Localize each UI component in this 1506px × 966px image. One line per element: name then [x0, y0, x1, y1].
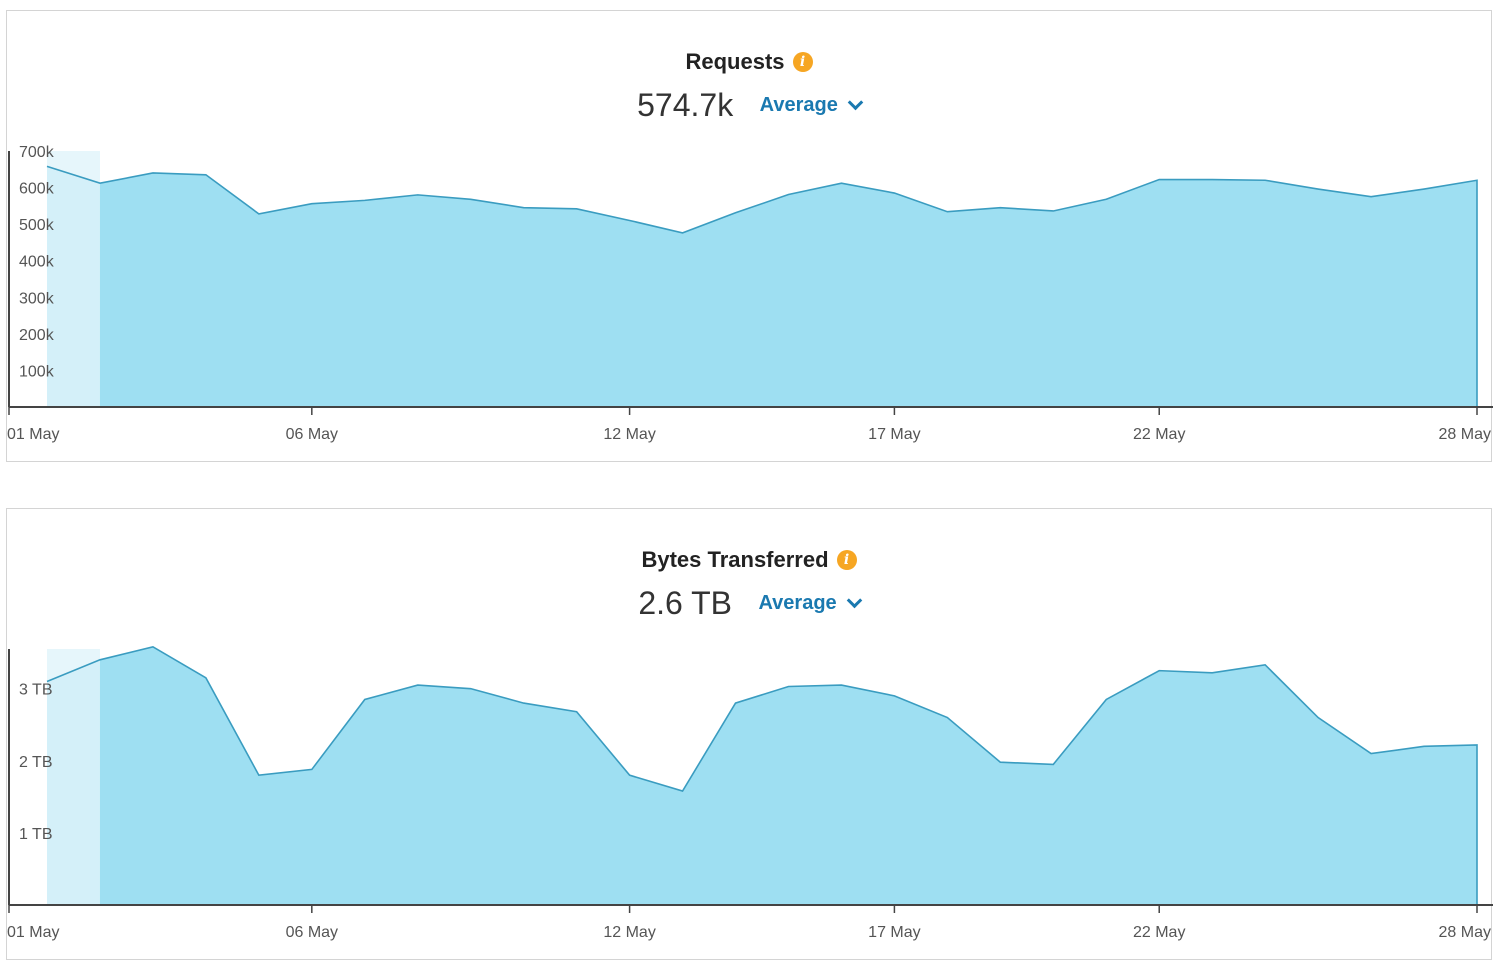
- bytes-value-row: 2.6 TB Average: [7, 585, 1491, 622]
- requests-value-row: 574.7k Average: [7, 87, 1491, 124]
- y-tick-label: 700k: [19, 144, 55, 161]
- y-tick-label: 500k: [19, 217, 55, 234]
- aggregation-dropdown[interactable]: Average: [758, 592, 862, 615]
- requests-metric-value: 574.7k: [637, 87, 734, 123]
- y-tick-label: 2 TB: [19, 754, 53, 771]
- series-area: [47, 646, 1477, 905]
- x-tick-label: 22 May: [1133, 426, 1185, 443]
- x-tick-label: 17 May: [868, 426, 920, 443]
- info-icon[interactable]: i: [836, 550, 857, 570]
- x-tick-label: 28 May: [1439, 924, 1491, 941]
- x-tick-label: 06 May: [286, 426, 338, 443]
- series-area: [47, 166, 1477, 407]
- x-tick-label: 28 May: [1439, 426, 1491, 443]
- bytes-title-row: Bytes Transferred i: [7, 547, 1491, 573]
- highlight-band-overlay: [47, 151, 100, 407]
- bytes-panel: Bytes Transferred i 2.6 TB Average 1 TB 2 …: [6, 508, 1493, 960]
- aggregation-label: Average: [759, 94, 838, 116]
- requests-panel: Requests i 574.7k Average 100k 200k 300k 400…: [6, 10, 1493, 462]
- requests-chart: 100k 200k 300k 400k 500k 600k 700k 01 May 06 May…: [7, 144, 1493, 443]
- highlight-band-overlay: [47, 649, 100, 905]
- x-tick-label: 06 May: [286, 924, 338, 941]
- x-tick-label: 12 May: [603, 426, 655, 443]
- requests-title: Requests: [685, 49, 785, 74]
- y-tick-label: 200k: [19, 327, 55, 344]
- y-tick-label: 3 TB: [19, 682, 53, 699]
- bytes-metric-value: 2.6 TB: [638, 585, 733, 621]
- y-tick-label: 600k: [19, 181, 55, 198]
- bytes-title: Bytes Transferred: [641, 547, 829, 572]
- x-tick-label: 01 May: [7, 924, 59, 941]
- aggregation-label: Average: [758, 592, 837, 614]
- y-tick-label: 400k: [19, 254, 55, 271]
- x-tick-label: 12 May: [603, 924, 655, 941]
- bytes-chart: 1 TB 2 TB 3 TB 01 May 06 May 12 May 17 May 22 M…: [7, 645, 1493, 941]
- y-tick-label: 1 TB: [19, 826, 53, 843]
- requests-title-row: Requests i: [7, 49, 1491, 75]
- y-tick-label: 100k: [19, 363, 55, 380]
- info-icon[interactable]: i: [792, 52, 813, 72]
- x-tick-label: 17 May: [868, 924, 920, 941]
- x-tick-label: 01 May: [7, 426, 59, 443]
- aggregation-dropdown[interactable]: Average: [759, 94, 864, 117]
- y-tick-label: 300k: [19, 290, 55, 307]
- x-tick-label: 22 May: [1133, 924, 1185, 941]
